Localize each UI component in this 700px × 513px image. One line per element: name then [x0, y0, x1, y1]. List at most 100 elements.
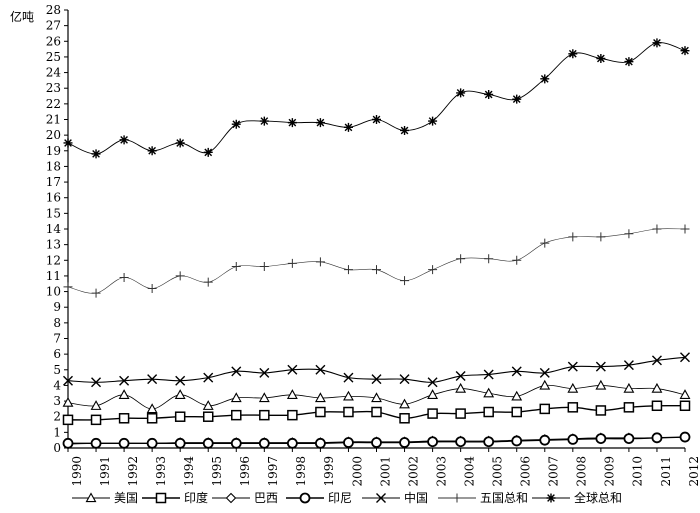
data-point — [652, 38, 662, 48]
x-tick-label: 2007 — [547, 456, 561, 487]
data-point — [371, 374, 382, 385]
data-point — [91, 288, 101, 298]
data-point — [230, 437, 242, 449]
data-point — [596, 232, 606, 242]
y-tick-label: 17 — [46, 175, 61, 189]
data-point — [258, 392, 270, 403]
data-point — [567, 402, 579, 413]
y-tick-label: 18 — [46, 159, 61, 173]
y-tick-label: 22 — [46, 97, 61, 111]
data-point — [623, 402, 635, 413]
data-point — [680, 352, 690, 363]
x-tick-label: 2006 — [519, 456, 533, 487]
y-tick-label: 1 — [53, 425, 61, 439]
y-tick-label: 9 — [53, 300, 61, 314]
data-point — [680, 224, 690, 234]
series-7 — [63, 38, 690, 159]
data-point — [119, 272, 129, 282]
legend-label: 五国总和 — [480, 491, 528, 505]
legend-item: 印尼 — [286, 491, 352, 505]
data-point — [231, 262, 241, 272]
y-tick-label: 10 — [46, 285, 61, 299]
data-point — [540, 74, 550, 84]
legend-marker — [85, 492, 97, 503]
data-point — [623, 382, 635, 393]
data-point — [455, 382, 467, 393]
data-point — [147, 146, 157, 156]
data-point — [371, 437, 382, 448]
data-point — [567, 433, 579, 445]
data-point — [652, 224, 662, 234]
data-point — [203, 147, 213, 157]
series-2 — [62, 400, 691, 426]
data-point — [679, 431, 691, 443]
legend-marker — [546, 493, 556, 503]
data-point — [231, 409, 242, 421]
data-point — [484, 89, 494, 99]
x-tick-label: 1996 — [238, 456, 252, 487]
data-point — [512, 94, 522, 104]
data-point — [511, 366, 522, 377]
data-point — [624, 57, 634, 67]
data-point — [400, 125, 410, 135]
data-point — [147, 283, 157, 293]
data-point — [651, 432, 663, 444]
legend-label: 印尼 — [328, 491, 352, 505]
data-point — [455, 408, 466, 419]
data-point — [315, 406, 326, 418]
data-point — [174, 389, 186, 399]
data-point — [90, 414, 102, 426]
data-point — [568, 232, 578, 242]
data-point — [540, 238, 550, 248]
data-point — [174, 437, 186, 449]
legend-marker — [225, 492, 237, 504]
series-5 — [63, 352, 690, 388]
data-point — [90, 437, 102, 449]
data-point — [512, 255, 522, 265]
data-point — [258, 437, 270, 449]
data-point — [399, 413, 410, 424]
data-point — [651, 355, 662, 366]
x-tick-label: 2008 — [575, 456, 589, 487]
data-point — [623, 433, 635, 445]
series-6 — [63, 224, 690, 298]
y-tick-label: 13 — [46, 238, 61, 252]
data-point — [651, 382, 663, 393]
data-point — [203, 277, 213, 287]
data-point — [175, 138, 185, 148]
data-point — [287, 258, 297, 268]
data-point — [287, 409, 298, 421]
x-tick-label: 2009 — [603, 456, 617, 487]
y-tick-label: 0 — [53, 441, 61, 455]
data-point — [90, 400, 102, 410]
y-tick-label: 7 — [53, 332, 61, 346]
data-point — [146, 403, 158, 414]
legend-label: 印度 — [184, 490, 208, 505]
data-point — [427, 408, 438, 419]
y-tick-label: 26 — [46, 34, 61, 48]
data-point — [372, 115, 381, 124]
data-point — [539, 434, 551, 446]
data-point — [483, 369, 494, 380]
data-point — [62, 397, 74, 407]
legend: 美国 印度 巴西 印尼 中国 五国总和 全球总和 — [72, 490, 622, 505]
data-point — [483, 387, 495, 398]
data-point — [146, 437, 158, 449]
data-point — [259, 409, 270, 421]
y-tick-label: 25 — [46, 50, 61, 64]
y-tick-label: 14 — [46, 222, 62, 236]
legend-item: 巴西 — [212, 491, 278, 505]
y-tick-label: 27 — [46, 19, 61, 33]
legend-item: 美国 — [72, 491, 138, 505]
x-tick-label: 2000 — [350, 456, 364, 487]
y-tick-label: 20 — [46, 128, 61, 142]
data-point — [427, 389, 439, 399]
data-point — [456, 88, 466, 98]
data-point — [456, 254, 466, 264]
data-point — [567, 382, 579, 393]
legend-label: 美国 — [114, 491, 138, 505]
y-tick-label: 8 — [53, 316, 61, 330]
y-tick-label: 11 — [46, 269, 61, 283]
data-point — [372, 265, 381, 275]
data-point — [679, 400, 691, 412]
